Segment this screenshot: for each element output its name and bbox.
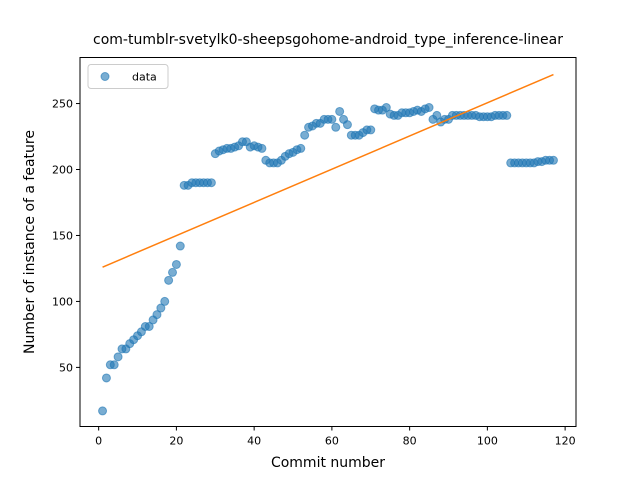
data-point — [335, 106, 345, 116]
axes-frame — [79, 57, 577, 427]
data-point — [432, 110, 442, 120]
data-point — [101, 373, 111, 383]
data-point — [300, 130, 310, 140]
data-point — [160, 296, 170, 306]
y-tick-label: 200 — [52, 164, 73, 177]
y-tick-label: 250 — [52, 98, 73, 111]
data-point — [164, 275, 174, 285]
data-point — [171, 259, 181, 269]
y-tick-label: 150 — [52, 229, 73, 242]
data-point — [168, 267, 178, 277]
legend-marker — [100, 72, 110, 81]
data-point — [548, 155, 558, 165]
legend: data — [87, 64, 169, 89]
legend-frame — [87, 64, 169, 89]
data-point — [381, 103, 391, 113]
y-axis-label: Number of instance of a feature — [22, 130, 38, 354]
x-tick-label: 60 — [325, 435, 339, 448]
data-point — [98, 406, 108, 416]
data-point — [144, 321, 154, 331]
x-tick-label: 120 — [555, 435, 576, 448]
x-tick-label: 0 — [95, 435, 102, 448]
data-point — [206, 178, 216, 188]
data-point — [257, 143, 267, 153]
data-point — [296, 143, 306, 153]
chart-title: com-tumblr-svetylk0-sheepsgohome-android… — [93, 32, 563, 48]
legend-label: data — [132, 71, 157, 84]
data-point — [327, 114, 337, 124]
x-tick-label: 40 — [247, 435, 261, 448]
x-tick-label: 100 — [477, 435, 498, 448]
data-point — [342, 120, 352, 130]
data-point — [175, 241, 185, 251]
plot-area — [98, 73, 558, 416]
data-point — [156, 303, 166, 313]
x-axis-label: Commit number — [271, 455, 385, 471]
x-tick-label: 80 — [403, 435, 417, 448]
data-point — [113, 352, 123, 362]
data-point — [502, 110, 512, 120]
data-point — [424, 103, 434, 113]
data-point — [152, 310, 162, 320]
data-point — [331, 122, 341, 132]
y-tick-label: 50 — [59, 361, 73, 374]
data-point — [109, 360, 119, 370]
x-tick-label: 20 — [169, 435, 183, 448]
fit-line — [102, 73, 554, 268]
data-point — [366, 125, 376, 135]
y-tick-label: 100 — [52, 295, 73, 308]
